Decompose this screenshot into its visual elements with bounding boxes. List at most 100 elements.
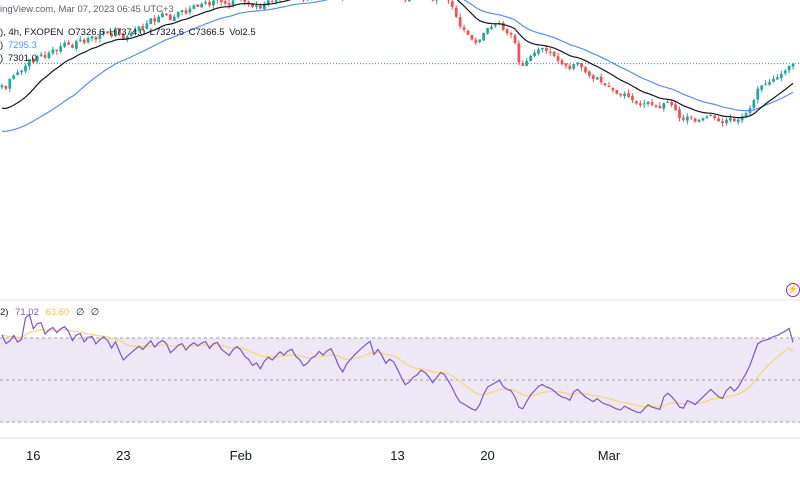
candle-body bbox=[537, 49, 540, 54]
candle-body bbox=[525, 60, 529, 66]
candle-body bbox=[603, 83, 607, 86]
candle-body bbox=[86, 37, 90, 43]
candle-body bbox=[595, 77, 599, 80]
candle-body bbox=[262, 3, 266, 10]
candle-body bbox=[607, 85, 611, 88]
candle-body bbox=[204, 2, 207, 4]
time-tick-label: 23 bbox=[116, 448, 130, 463]
ma-slow-prefix: ) bbox=[0, 53, 4, 64]
candle-body bbox=[8, 78, 12, 89]
candle-body bbox=[208, 1, 211, 6]
candle-body bbox=[51, 49, 55, 54]
candle-body bbox=[184, 10, 188, 14]
candle-body bbox=[584, 67, 587, 73]
candle-body bbox=[783, 70, 787, 74]
ma-fast-legend[interactable]: ) 7295.3 bbox=[0, 40, 37, 51]
candle-body bbox=[591, 75, 595, 79]
candle-body bbox=[646, 101, 650, 104]
candle-body bbox=[611, 87, 615, 91]
candle-body bbox=[180, 10, 184, 12]
candle-body bbox=[157, 16, 160, 23]
rsi-extra-1: ∅ bbox=[75, 307, 85, 318]
candle-body bbox=[513, 35, 517, 43]
candle-body bbox=[682, 117, 685, 120]
candle-body bbox=[407, 0, 411, 2]
candle-body bbox=[102, 31, 106, 35]
candle-body bbox=[544, 47, 548, 52]
candle-body bbox=[114, 29, 117, 36]
rsi-extra-2: ∅ bbox=[90, 307, 100, 318]
candle-body bbox=[212, 0, 215, 6]
ma-slow-legend[interactable]: ) 7301.0 bbox=[0, 53, 37, 64]
candle-body bbox=[505, 29, 509, 34]
candle-body bbox=[141, 26, 145, 29]
candle-body bbox=[580, 63, 583, 68]
candle-body bbox=[90, 36, 94, 39]
rsi-legend[interactable]: 2) 71.02 63.60 ∅ ∅ bbox=[0, 307, 99, 318]
candle-body bbox=[552, 51, 556, 56]
ohlc-legend[interactable]: ), 4h, FXOPEN O7326.6 H7374.0 L7324.6 C7… bbox=[0, 27, 256, 38]
rsi-line bbox=[1, 313, 794, 414]
candle-body bbox=[564, 63, 568, 66]
candle-body bbox=[654, 105, 658, 107]
candle-body bbox=[16, 72, 19, 76]
candle-body bbox=[39, 54, 43, 56]
candle-body bbox=[78, 39, 82, 41]
candle-body bbox=[615, 90, 619, 94]
candle-body bbox=[466, 30, 470, 35]
time-tick-label: Feb bbox=[230, 448, 252, 463]
candle-body bbox=[47, 52, 51, 59]
candle-body bbox=[486, 28, 489, 34]
candle-body bbox=[149, 18, 153, 25]
candle-body bbox=[517, 43, 521, 63]
candle-body bbox=[501, 22, 505, 30]
candle-body bbox=[94, 37, 98, 40]
candle-body bbox=[247, 2, 251, 4]
candle-body bbox=[568, 65, 572, 70]
candle-body bbox=[635, 101, 638, 104]
candle-body bbox=[725, 119, 728, 124]
candle-body bbox=[768, 82, 771, 85]
candle-body bbox=[129, 33, 133, 37]
candle-body bbox=[0, 85, 4, 88]
candle-body bbox=[176, 11, 180, 17]
candle-body bbox=[623, 93, 627, 97]
candle-body bbox=[529, 55, 533, 62]
candle-body bbox=[599, 76, 603, 83]
candle-body bbox=[74, 41, 78, 49]
time-tick-label: 20 bbox=[480, 448, 494, 463]
volume-value: Vol2.5 bbox=[229, 27, 256, 38]
candle-body bbox=[454, 7, 458, 17]
candle-body bbox=[631, 96, 634, 101]
candle-body bbox=[752, 100, 756, 108]
candle-body bbox=[776, 77, 779, 80]
time-tick-label: 16 bbox=[26, 448, 40, 463]
candle-body bbox=[736, 119, 740, 123]
candle-body bbox=[721, 121, 724, 124]
candle-body bbox=[67, 42, 70, 45]
candle-body bbox=[638, 103, 642, 106]
time-tick-label: Mar bbox=[598, 448, 621, 463]
candle-body bbox=[255, 5, 258, 7]
candle-body bbox=[674, 104, 677, 110]
candle-body bbox=[740, 116, 744, 121]
candle-body bbox=[137, 26, 141, 31]
candle-body bbox=[548, 51, 552, 53]
candle-body bbox=[627, 93, 630, 97]
candle-body bbox=[697, 119, 701, 122]
ma-fast-line bbox=[1, 0, 794, 119]
candle-body bbox=[196, 4, 200, 7]
candle-body bbox=[31, 58, 35, 63]
candle-body bbox=[118, 28, 121, 35]
rsi-value: 71.02 bbox=[15, 307, 39, 318]
candle-body bbox=[662, 103, 666, 109]
candle-body bbox=[125, 36, 129, 39]
candle-body bbox=[779, 73, 783, 78]
chart-source-line: ingView.com, Mar 07, 2023 06:45 UTC+3 bbox=[0, 4, 174, 15]
candle-body bbox=[28, 59, 31, 67]
lightning-icon[interactable]: ⚡ bbox=[786, 283, 800, 297]
candle-body bbox=[192, 5, 196, 10]
candle-body bbox=[509, 33, 513, 35]
candle-body bbox=[756, 88, 760, 100]
